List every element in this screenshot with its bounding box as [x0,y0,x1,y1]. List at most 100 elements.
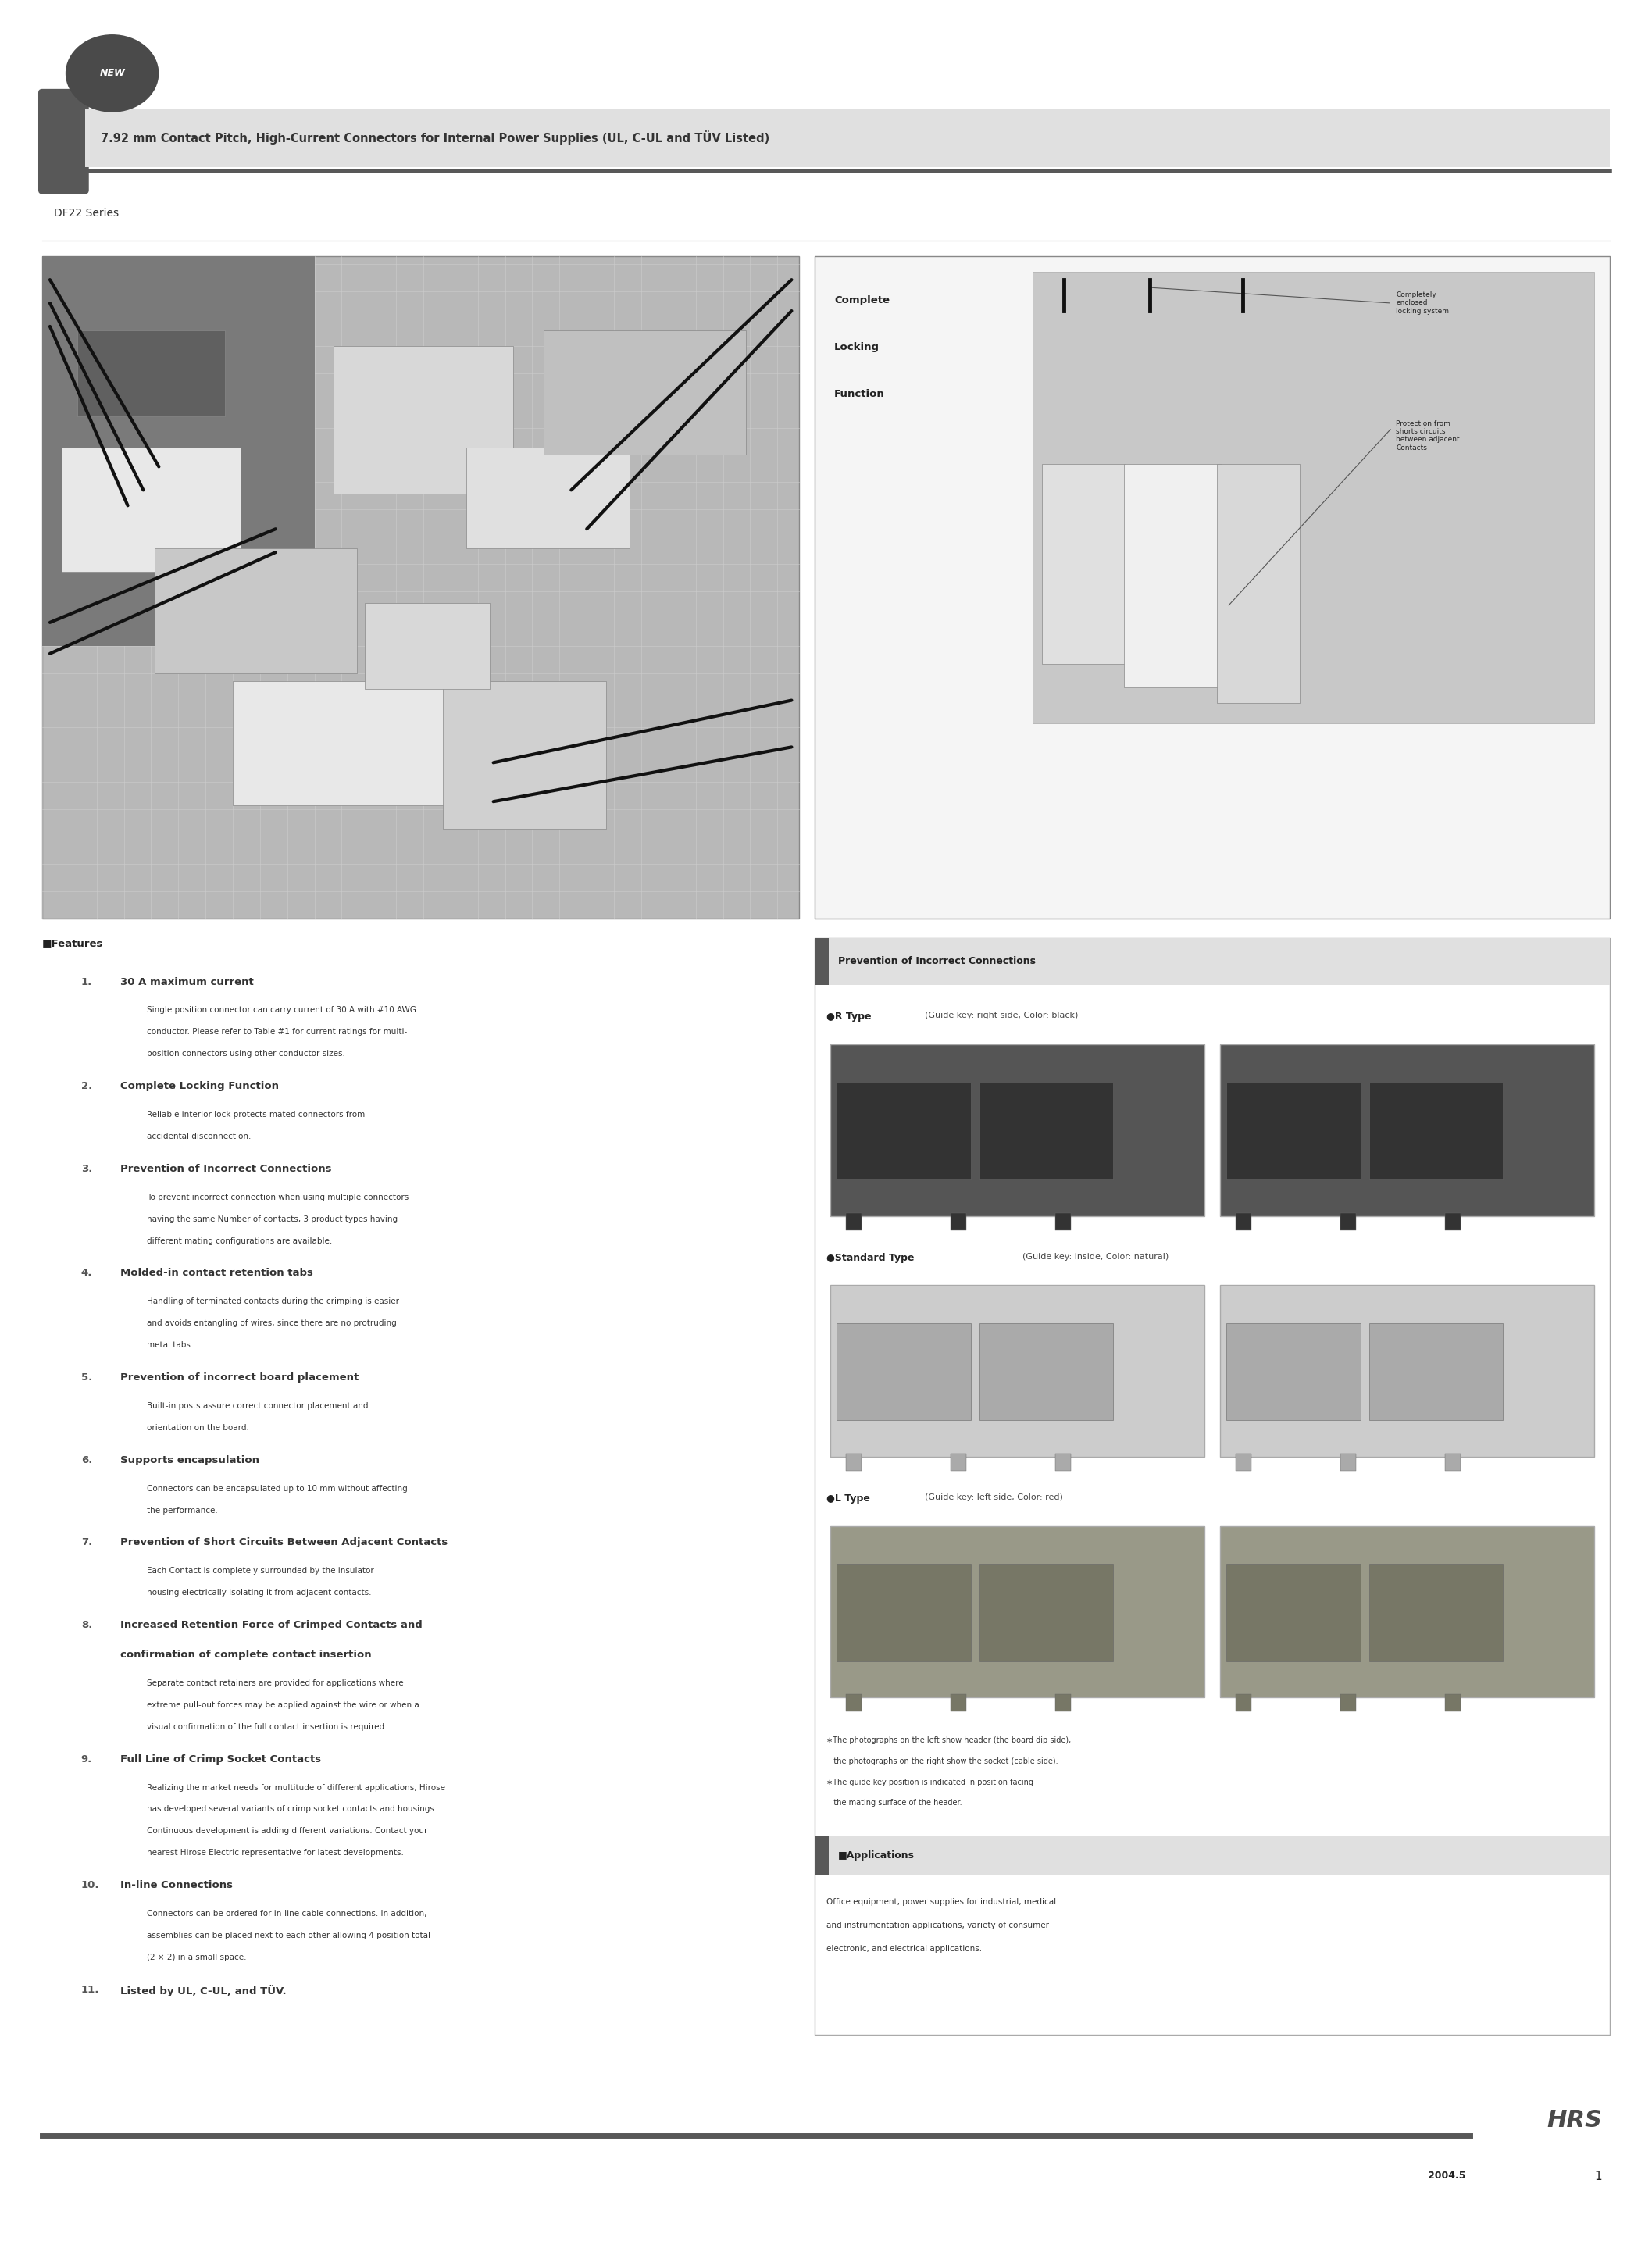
FancyBboxPatch shape [846,1212,862,1230]
Text: To prevent incorrect connection when using multiple connectors: To prevent incorrect connection when usi… [147,1194,410,1200]
FancyBboxPatch shape [952,1695,966,1711]
FancyBboxPatch shape [814,1837,1609,1875]
FancyBboxPatch shape [1236,1454,1251,1470]
FancyBboxPatch shape [1226,1081,1361,1180]
Text: (Guide key: right side, Color: black): (Guide key: right side, Color: black) [925,1012,1079,1021]
FancyBboxPatch shape [1056,1695,1070,1711]
Text: the performance.: the performance. [147,1506,218,1515]
FancyBboxPatch shape [1236,1695,1251,1711]
FancyBboxPatch shape [84,108,1609,166]
Text: Handling of terminated contacts during the crimping is easier: Handling of terminated contacts during t… [147,1297,400,1306]
Text: Locking: Locking [834,342,879,353]
FancyBboxPatch shape [831,1526,1204,1697]
Text: Function: Function [834,389,885,398]
Text: Single position connector can carry current of 30 A with #10 AWG: Single position connector can carry curr… [147,1007,416,1014]
Text: 2.: 2. [81,1081,93,1090]
Text: 5.: 5. [81,1374,93,1383]
FancyBboxPatch shape [814,937,829,985]
Text: Full Line of Crimp Socket Contacts: Full Line of Crimp Socket Contacts [121,1753,320,1765]
Text: conductor. Please refer to Table #1 for current ratings for multi-: conductor. Please refer to Table #1 for … [147,1027,408,1036]
Text: assemblies can be placed next to each other allowing 4 position total: assemblies can be placed next to each ot… [147,1931,431,1940]
FancyBboxPatch shape [1056,1454,1070,1470]
FancyBboxPatch shape [38,90,89,193]
Text: ●L Type: ●L Type [826,1493,871,1504]
FancyBboxPatch shape [544,330,747,454]
Text: Each Contact is completely surrounded by the insulator: Each Contact is completely surrounded by… [147,1567,375,1576]
FancyBboxPatch shape [61,447,241,571]
Text: 6.: 6. [81,1454,93,1466]
Text: Realizing the market needs for multitude of different applications, Hirose: Realizing the market needs for multitude… [147,1783,446,1792]
Text: ■Features: ■Features [43,937,104,949]
FancyBboxPatch shape [814,256,1609,919]
Text: ∗The photographs on the left show header (the board dip side),: ∗The photographs on the left show header… [826,1735,1070,1744]
FancyBboxPatch shape [233,681,458,805]
FancyBboxPatch shape [846,1695,862,1711]
FancyBboxPatch shape [1446,1695,1460,1711]
FancyBboxPatch shape [814,1837,829,1875]
FancyBboxPatch shape [1226,1324,1361,1421]
Text: 8.: 8. [81,1621,93,1630]
Text: Built-in posts assure correct connector placement and: Built-in posts assure correct connector … [147,1403,368,1409]
FancyBboxPatch shape [952,1454,966,1470]
Text: has developed several variants of crimp socket contacts and housings.: has developed several variants of crimp … [147,1805,438,1814]
Text: Molded-in contact retention tabs: Molded-in contact retention tabs [121,1268,312,1279]
Text: DF22 Series: DF22 Series [55,209,119,218]
Text: HRS: HRS [1546,2109,1602,2131]
Text: Completely
enclosed
locking system: Completely enclosed locking system [1396,292,1449,315]
Text: Separate contact retainers are provided for applications where: Separate contact retainers are provided … [147,1679,403,1686]
Text: Prevention of Short Circuits Between Adjacent Contacts: Prevention of Short Circuits Between Adj… [121,1538,448,1547]
Text: Reliable interior lock protects mated connectors from: Reliable interior lock protects mated co… [147,1111,365,1120]
Text: Complete Locking Function: Complete Locking Function [121,1081,279,1090]
FancyBboxPatch shape [980,1081,1113,1180]
Text: 10.: 10. [81,1879,99,1891]
FancyBboxPatch shape [1370,1565,1503,1661]
Text: and instrumentation applications, variety of consumer: and instrumentation applications, variet… [826,1922,1049,1929]
FancyBboxPatch shape [1221,1526,1594,1697]
Text: the mating surface of the header.: the mating surface of the header. [826,1798,961,1807]
FancyBboxPatch shape [814,937,1609,2034]
FancyBboxPatch shape [1340,1212,1356,1230]
Text: 3.: 3. [81,1164,93,1173]
Text: Supports encapsulation: Supports encapsulation [121,1454,259,1466]
FancyBboxPatch shape [1221,1045,1594,1216]
FancyBboxPatch shape [814,937,1609,985]
Text: Office equipment, power supplies for industrial, medical: Office equipment, power supplies for ind… [826,1897,1056,1906]
FancyBboxPatch shape [443,681,606,830]
Text: Increased Retention Force of Crimped Contacts and: Increased Retention Force of Crimped Con… [121,1621,421,1630]
FancyBboxPatch shape [831,1286,1204,1457]
Text: ●Standard Type: ●Standard Type [826,1252,915,1263]
FancyBboxPatch shape [836,1324,971,1421]
Text: orientation on the board.: orientation on the board. [147,1423,249,1432]
FancyBboxPatch shape [831,1045,1204,1216]
FancyBboxPatch shape [1226,1565,1361,1661]
FancyBboxPatch shape [43,256,314,645]
Text: Protection from
shorts circuits
between adjacent
Contacts: Protection from shorts circuits between … [1396,420,1460,452]
Text: housing electrically isolating it from adjacent contacts.: housing electrically isolating it from a… [147,1589,372,1596]
Text: 7.: 7. [81,1538,93,1547]
Text: visual confirmation of the full contact insertion is required.: visual confirmation of the full contact … [147,1722,387,1731]
Text: nearest Hirose Electric representative for latest developments.: nearest Hirose Electric representative f… [147,1850,405,1857]
Text: and avoids entangling of wires, since there are no protruding: and avoids entangling of wires, since th… [147,1320,396,1326]
FancyBboxPatch shape [980,1324,1113,1421]
Text: electronic, and electrical applications.: electronic, and electrical applications. [826,1945,981,1954]
Text: (2 × 2) in a small space.: (2 × 2) in a small space. [147,1954,246,1960]
Text: 11.: 11. [81,1985,99,1994]
Text: the photographs on the right show the socket (cable side).: the photographs on the right show the so… [826,1758,1059,1765]
Text: 7.92 mm Contact Pitch, High-Current Connectors for Internal Power Supplies (UL, : 7.92 mm Contact Pitch, High-Current Conn… [101,130,770,144]
Text: Continuous development is adding different variations. Contact your: Continuous development is adding differe… [147,1828,428,1834]
Text: confirmation of complete contact insertion: confirmation of complete contact inserti… [121,1650,372,1659]
FancyBboxPatch shape [1236,1212,1251,1230]
FancyBboxPatch shape [1340,1454,1356,1470]
Text: 9.: 9. [81,1753,93,1765]
Text: having the same Number of contacts, 3 product types having: having the same Number of contacts, 3 pr… [147,1216,398,1223]
Text: position connectors using other conductor sizes.: position connectors using other conducto… [147,1050,345,1059]
FancyBboxPatch shape [1056,1212,1070,1230]
FancyBboxPatch shape [1370,1081,1503,1180]
Text: NEW: NEW [99,67,126,79]
FancyBboxPatch shape [155,549,357,672]
FancyBboxPatch shape [1370,1324,1503,1421]
Text: 30 A maximum current: 30 A maximum current [121,978,253,987]
Text: metal tabs.: metal tabs. [147,1342,193,1349]
Text: 1: 1 [1594,2172,1602,2183]
Text: Prevention of Incorrect Connections: Prevention of Incorrect Connections [121,1164,332,1173]
